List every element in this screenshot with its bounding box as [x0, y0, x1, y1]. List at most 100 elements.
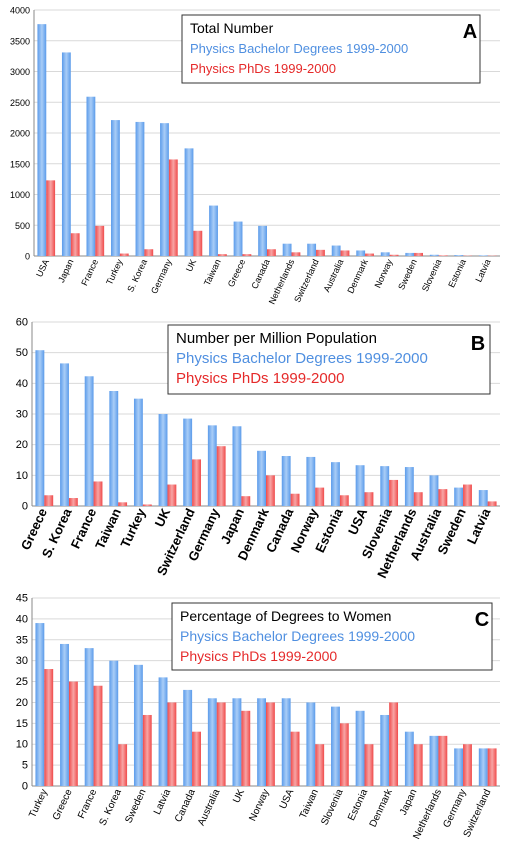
- bar-phd: [94, 686, 103, 786]
- x-category-label: USA: [34, 258, 51, 279]
- bar-phd: [389, 702, 398, 786]
- bar-bachelor: [37, 24, 46, 256]
- y-tick-label: 5: [22, 760, 28, 772]
- bar-phd: [71, 233, 80, 256]
- x-category-label: UK: [152, 505, 174, 529]
- x-category-label: Taiwan: [298, 788, 321, 821]
- bar-bachelor: [306, 702, 315, 786]
- bar-phd: [44, 495, 53, 506]
- x-category-label: USA: [345, 505, 370, 537]
- y-tick-label: 2000: [10, 129, 30, 139]
- bar-bachelor: [381, 252, 390, 256]
- bar-bachelor: [454, 748, 463, 786]
- bar-phd: [143, 504, 152, 506]
- bar-bachelor: [430, 255, 439, 256]
- x-category-label: Germany: [441, 788, 468, 830]
- bar-bachelor: [86, 97, 95, 256]
- y-tick-label: 35: [16, 634, 28, 646]
- bar-phd: [267, 249, 276, 256]
- bar-bachelor: [479, 255, 488, 256]
- bar-bachelor: [134, 665, 143, 786]
- bar-phd: [94, 481, 103, 506]
- y-tick-label: 10: [16, 739, 28, 751]
- y-tick-label: 30: [16, 409, 28, 421]
- x-category-label: Switzerland: [292, 258, 321, 304]
- bar-bachelor: [234, 222, 243, 256]
- bar-bachelor: [405, 732, 414, 786]
- x-category-label: USA: [278, 787, 297, 811]
- legend-entry-phd: Physics PhDs 1999-2000: [190, 61, 336, 76]
- bar-phd: [365, 744, 374, 786]
- bar-bachelor: [479, 748, 488, 786]
- bar-phd: [193, 231, 202, 256]
- y-tick-label: 3000: [10, 67, 30, 77]
- bar-phd: [69, 682, 78, 786]
- bar-phd: [316, 250, 325, 256]
- y-tick-label: 4000: [10, 6, 30, 16]
- panel-letter: A: [463, 21, 477, 43]
- bar-phd: [488, 748, 497, 786]
- y-tick-label: 30: [16, 655, 28, 667]
- legend-entry-bachelor: Physics Bachelor Degrees 1999-2000: [180, 628, 415, 644]
- x-category-label: Australia: [196, 787, 223, 827]
- x-category-label: UK: [231, 787, 247, 805]
- bar-bachelor: [282, 456, 291, 506]
- bar-bachelor: [454, 255, 463, 256]
- bar-bachelor: [183, 419, 192, 506]
- bar-bachelor: [134, 399, 143, 506]
- bar-phd: [192, 732, 201, 786]
- y-tick-label: 50: [16, 347, 28, 359]
- bar-phd: [241, 711, 250, 786]
- x-category-label: Australia: [322, 258, 346, 294]
- x-category-label: S. Korea: [98, 787, 125, 827]
- bar-phd: [390, 255, 399, 256]
- bar-bachelor: [208, 425, 217, 506]
- y-tick-label: 1000: [10, 190, 30, 200]
- x-category-label: Sweden: [396, 258, 419, 292]
- bar-phd: [291, 494, 300, 506]
- bar-phd: [266, 475, 275, 506]
- bar-bachelor: [430, 475, 439, 506]
- bar-phd: [315, 488, 324, 506]
- bar-bachelor: [405, 467, 414, 506]
- bar-phd: [44, 669, 53, 786]
- bar-phd: [118, 502, 127, 506]
- bar-bachelor: [208, 698, 217, 786]
- x-category-label: Sweden: [123, 788, 148, 825]
- bar-phd: [266, 702, 275, 786]
- bar-phd: [365, 492, 374, 506]
- bar-phd: [438, 489, 447, 506]
- bar-phd: [291, 732, 300, 786]
- y-tick-label: 20: [16, 697, 28, 709]
- legend-title: Percentage of Degrees to Women: [180, 608, 391, 624]
- x-category-label: Slovenia: [319, 787, 345, 827]
- x-category-label: Latvia: [152, 787, 173, 816]
- bar-phd: [438, 736, 447, 786]
- bar-bachelor: [258, 226, 267, 256]
- bar-phd: [46, 180, 55, 256]
- y-tick-label: 1500: [10, 159, 30, 169]
- bar-phd: [488, 501, 497, 506]
- x-category-label: France: [76, 787, 99, 820]
- bar-phd: [463, 485, 472, 506]
- bar-bachelor: [233, 698, 242, 786]
- y-tick-label: 45: [16, 593, 28, 605]
- bar-phd: [118, 744, 127, 786]
- bar-phd: [167, 702, 176, 786]
- y-tick-label: 500: [15, 221, 30, 231]
- bar-bachelor: [183, 690, 192, 786]
- legend-title: Number per Million Population: [176, 330, 377, 347]
- x-category-label: Slovenia: [420, 258, 444, 294]
- y-tick-label: 10: [16, 470, 28, 482]
- bar-bachelor: [356, 711, 365, 786]
- bar-bachelor: [332, 246, 341, 256]
- x-category-label: S. Korea: [125, 258, 149, 294]
- bar-phd: [340, 723, 349, 786]
- x-category-label: Norway: [372, 257, 394, 289]
